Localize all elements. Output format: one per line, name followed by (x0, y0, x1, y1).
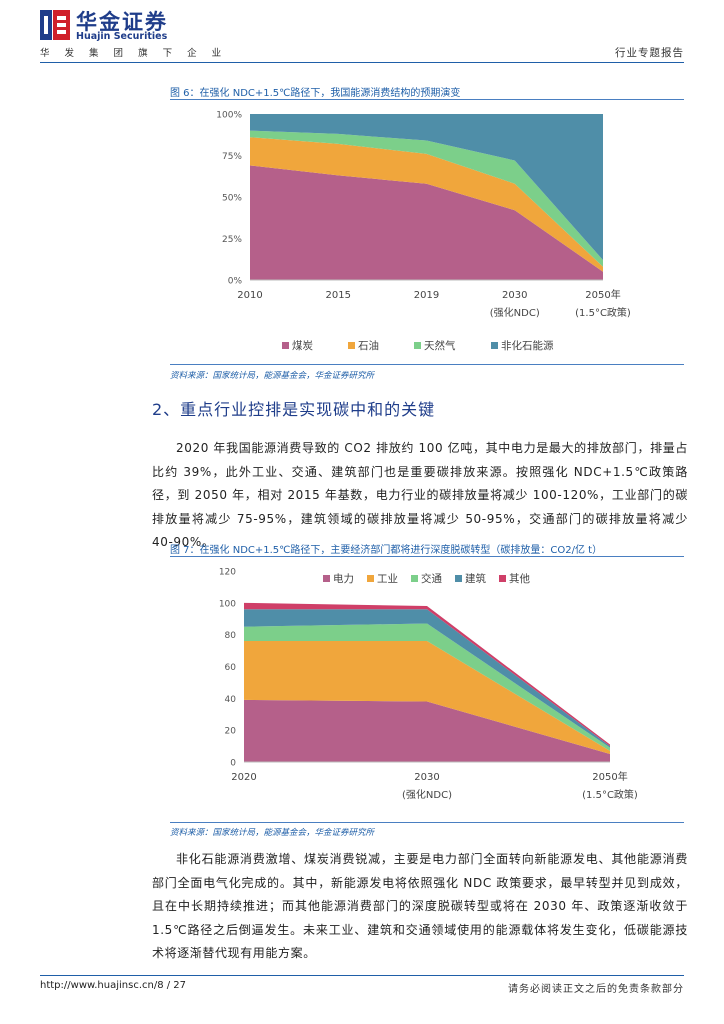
area-series-4 (244, 609, 610, 748)
area-series-2 (250, 137, 603, 272)
legend-swatch (491, 342, 498, 349)
area-series-1 (244, 699, 610, 762)
legend-label: 其他 (509, 572, 530, 585)
legend-label: 煤炭 (292, 339, 313, 352)
header-subtitle: 华 发 集 团 旗 下 企 业 (40, 48, 228, 59)
y-tick-label: 100 (219, 599, 236, 609)
figure6-caption: 图 6：在强化 NDC+1.5℃路径下，我国能源消费结构的预期演变 (170, 88, 461, 99)
y-tick-label: 20 (225, 727, 237, 737)
figure7-caption: 图 7：在强化 NDC+1.5℃路径下，主要经济部门都将进行深度脱碳转型（碳排放… (170, 545, 603, 556)
huajin-logo-icon (40, 10, 70, 40)
y-tick-label: 100% (216, 111, 242, 121)
x-tick-label: 2019 (414, 290, 439, 301)
legend-swatch (499, 575, 506, 582)
figure7-caption-divider (170, 556, 684, 557)
y-tick-label: 0 (230, 759, 236, 769)
x-tick-label: 2020 (231, 772, 256, 783)
legend-swatch (411, 575, 418, 582)
logo-english-name: Huajin Securities (76, 31, 168, 42)
figure6-source: 资料来源：国家统计局，能源基金会，华金证券研究所 (170, 371, 375, 381)
legend-label: 电力 (333, 572, 354, 585)
x-tick-label: 2030 (502, 290, 527, 301)
legend-swatch (348, 342, 355, 349)
y-tick-label: 120 (219, 568, 236, 578)
y-tick-label: 75% (222, 152, 242, 162)
legend-label: 天然气 (424, 339, 456, 352)
report-type: 行业专题报告 (615, 47, 684, 59)
legend-label: 交通 (421, 572, 442, 585)
y-tick-label: 0% (228, 277, 243, 287)
area-series-2 (244, 641, 610, 755)
legend-label: 非化石能源 (501, 339, 554, 352)
figure6-source-divider (170, 364, 684, 365)
legend-swatch (455, 575, 462, 582)
y-tick-label: 80 (225, 631, 237, 641)
x-tick-label: 2030 (414, 772, 439, 783)
legend-label: 工业 (377, 573, 398, 585)
logo-chinese-name: 华金证券 (76, 10, 168, 34)
closing-paragraph: 非化石能源消费激增、煤炭消费锐减，主要是电力部门全面转向新能源发电、其他能源消费… (152, 852, 688, 960)
legend-swatch (323, 575, 330, 582)
sector-emission-chart: 0 20 40 60 80 100 120 2020 2030 (强化NDC) 2050年 (1.5°… (219, 568, 638, 802)
legend-label: 石油 (358, 339, 379, 352)
energy-structure-chart: 0% 25% 50% 75% 100% 2010 2015 2019 2030 (强化NDC) 20… (216, 111, 631, 353)
area-series-3 (244, 623, 610, 751)
legend-label: 建筑 (465, 572, 486, 585)
x-tick-label: 2015 (326, 290, 351, 301)
figure7-source: 资料来源：国家统计局，能源基金会，华金证券研究所 (170, 828, 375, 838)
figure7-source-divider (170, 822, 684, 823)
legend-swatch (414, 342, 421, 349)
footer-divider (40, 975, 684, 976)
figure6-caption-divider (170, 99, 684, 100)
area-series-1 (250, 165, 603, 280)
area-series-3 (250, 130, 603, 267)
legend-swatch (367, 575, 374, 582)
area-series-4 (250, 114, 603, 261)
footer-url-page: http://www.huajinsc.cn/8 / 27 (40, 980, 187, 991)
legend-swatch (282, 342, 289, 349)
y-tick-label: 40 (225, 695, 237, 705)
section-paragraph: 2020 年我国能源消费导致的 CO2 排放约 100 亿吨，其中电力是最大的排… (152, 441, 688, 549)
section-title: 2、重点行业控排是实现碳中和的关键 (152, 400, 436, 419)
x-tick-label: (强化NDC) (490, 306, 540, 319)
x-tick-label: (1.5°C政策) (582, 788, 638, 801)
y-tick-label: 25% (222, 235, 242, 245)
x-tick-label: (强化NDC) (402, 788, 452, 801)
y-tick-label: 60 (225, 663, 237, 673)
header-divider (40, 62, 684, 63)
x-tick-label: 2050年 (592, 770, 627, 783)
x-tick-label: 2010 (237, 290, 262, 301)
x-tick-label: (1.5°C政策) (575, 306, 631, 319)
x-tick-label: 2050年 (585, 288, 620, 301)
y-tick-label: 50% (222, 194, 242, 204)
footer-disclaimer: 请务必阅读正文之后的免责条款部分 (508, 984, 684, 995)
